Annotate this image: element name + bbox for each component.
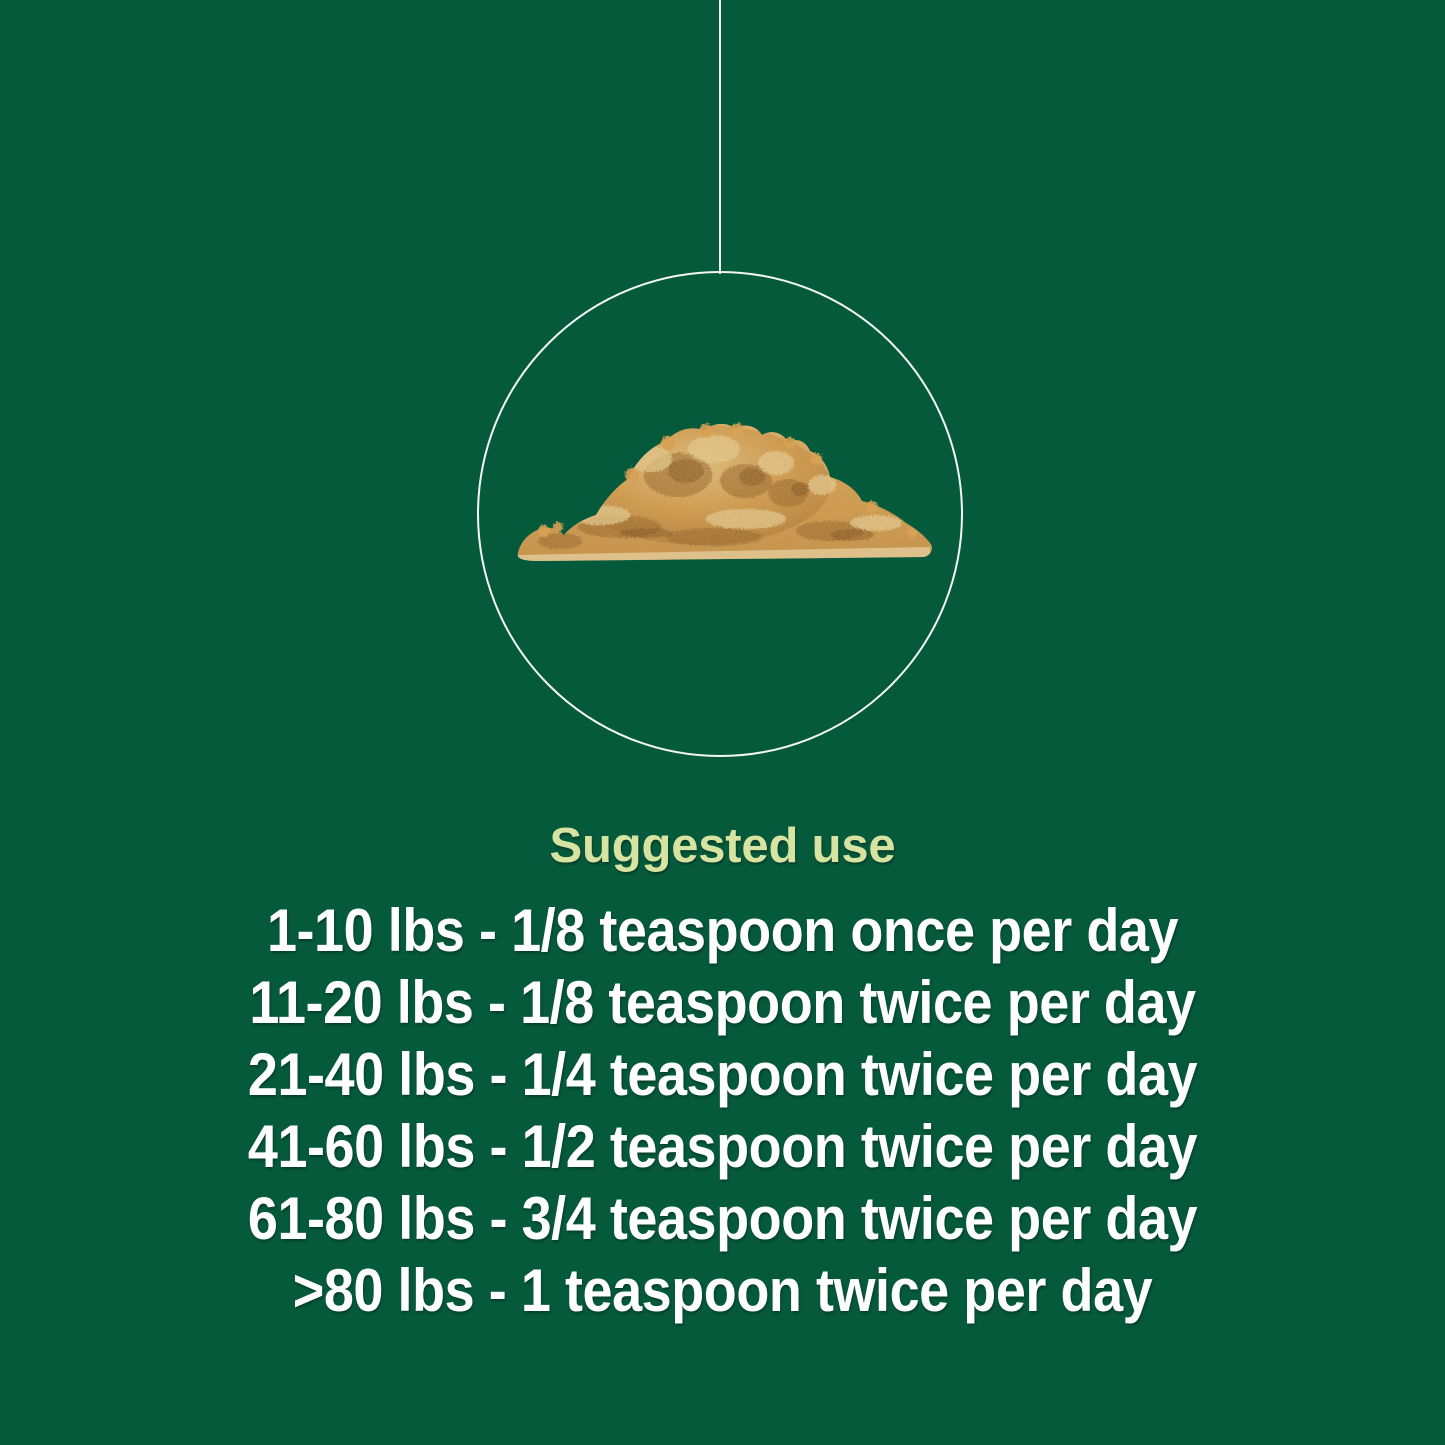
dosage-list: 1-10 lbs - 1/8 teaspoon once per day 11-…	[0, 895, 1445, 1327]
dosage-line: 21-40 lbs - 1/4 teaspoon twice per day	[247, 1041, 1198, 1108]
hanging-line-decoration	[719, 0, 721, 274]
powder-pile-image	[500, 415, 940, 585]
product-circle-frame	[477, 271, 963, 757]
dosage-line: 11-20 lbs - 1/8 teaspoon twice per day	[249, 969, 1196, 1036]
dosage-line: 1-10 lbs - 1/8 teaspoon once per day	[266, 897, 1179, 964]
dosage-line: 41-60 lbs - 1/2 teaspoon twice per day	[247, 1113, 1198, 1180]
suggested-use-content: Suggested use 1-10 lbs - 1/8 teaspoon on…	[0, 822, 1445, 1327]
suggested-use-title: Suggested use	[549, 819, 896, 873]
dosage-line: >80 lbs - 1 teaspoon twice per day	[292, 1257, 1153, 1324]
dosage-line: 61-80 lbs - 3/4 teaspoon twice per day	[247, 1185, 1198, 1252]
